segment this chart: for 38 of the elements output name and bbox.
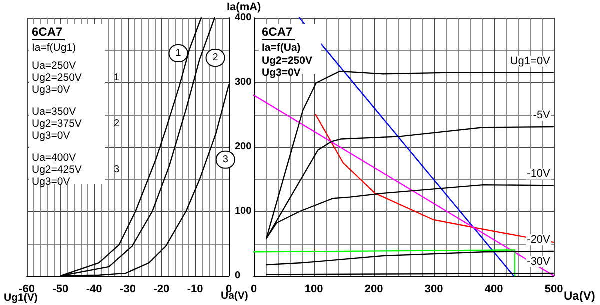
y-tick-label: 0 bbox=[235, 270, 241, 282]
x-axis-title: Ug1(V) bbox=[4, 292, 38, 304]
x-tick-label: 100 bbox=[304, 284, 324, 296]
x-tick-label: -30 bbox=[120, 284, 136, 296]
text: Ia=f(Ua) bbox=[262, 42, 301, 54]
y-axis-title: Ia(mA) bbox=[227, 2, 262, 14]
annotation: 3 bbox=[222, 154, 229, 166]
x-tick-label: 300 bbox=[424, 284, 444, 296]
series-label: -20V bbox=[527, 234, 552, 246]
annotation: 1 bbox=[176, 48, 182, 59]
x-tick-label: -20 bbox=[154, 284, 170, 296]
y-tick-label: 400 bbox=[235, 12, 252, 24]
x-tick-label: 500 bbox=[544, 284, 564, 296]
x-tick-label: 200 bbox=[364, 284, 384, 296]
annotation: 2 bbox=[212, 52, 219, 64]
annotation: 3 bbox=[114, 164, 120, 176]
series-label: -30V bbox=[527, 256, 552, 268]
annotation: 1 bbox=[114, 72, 120, 84]
x-tick-label: -40 bbox=[86, 284, 102, 296]
y-tick-label: 300 bbox=[235, 77, 252, 88]
text: 6CA7 bbox=[262, 25, 294, 39]
series-label: -5V bbox=[533, 110, 552, 122]
x-tick-label: -10 bbox=[187, 284, 204, 296]
annotation: Ua=350V Ug2=375V Ug3=0V bbox=[32, 106, 82, 142]
series-label: Ug1=0V bbox=[510, 55, 552, 68]
annotation: 2 bbox=[114, 118, 120, 130]
text: Ua(V) bbox=[221, 290, 248, 302]
annotation: Ua=250V Ug2=250V Ug3=0V bbox=[32, 60, 82, 96]
annotation: Ug2=250V Ug3=0V bbox=[262, 55, 312, 79]
x-axis-title: Ua(V) bbox=[564, 289, 596, 303]
annotation: Ua=400V Ug2=425V Ug3=0V bbox=[32, 152, 82, 188]
text: Ia=f(Ug1) bbox=[32, 42, 76, 54]
y-tick-label: 200 bbox=[235, 142, 252, 152]
x-tick-label: -50 bbox=[52, 284, 69, 296]
text: 6CA7 bbox=[32, 25, 64, 39]
y-tick-label: 100 bbox=[235, 206, 252, 217]
series-label: -10V bbox=[527, 168, 552, 180]
x-tick-label: 400 bbox=[484, 284, 504, 296]
